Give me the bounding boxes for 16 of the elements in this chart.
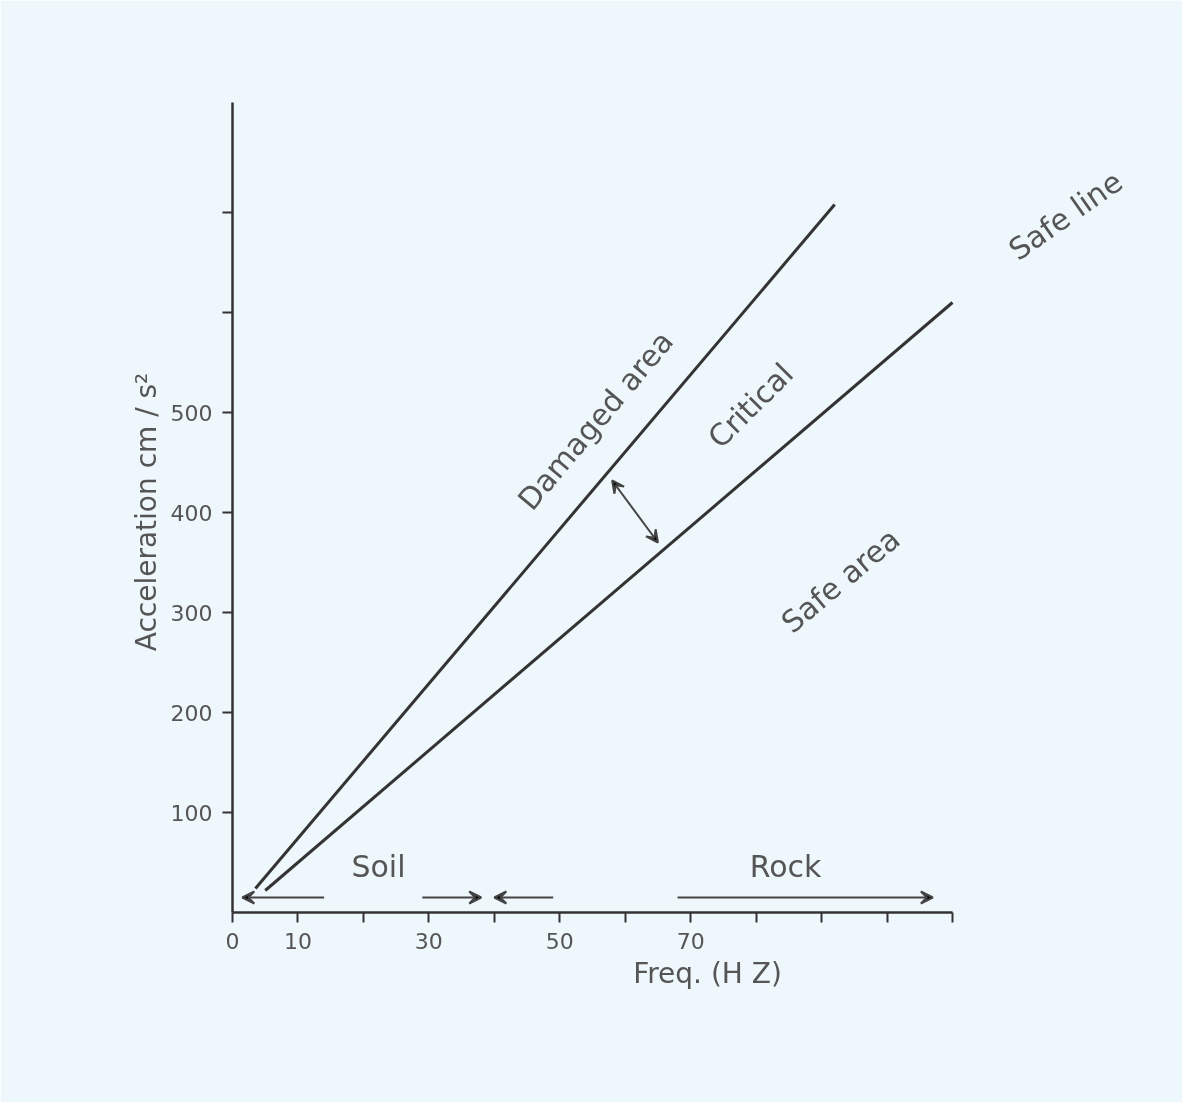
text: Safe line <box>1002 163 1129 268</box>
y-tick-label: 300 <box>170 600 213 626</box>
x-tick-label: 10 <box>283 928 312 954</box>
y-tick-label: 400 <box>170 500 213 526</box>
annotation: Safe area <box>774 521 907 640</box>
y-axis-title: Acceleration cm / s² <box>129 372 163 652</box>
y-tick-label: 100 <box>170 800 213 826</box>
y-tick-label: 500 <box>170 400 213 426</box>
annotation: Rock <box>749 849 822 884</box>
x-axis-title: Freq. (H Z) <box>633 956 782 990</box>
x-tick-label: 50 <box>545 928 574 954</box>
annotation: Soil <box>351 849 406 884</box>
x-tick-label: 70 <box>676 928 705 954</box>
x-tick-label: 0 <box>225 928 240 954</box>
x-tick-label: 30 <box>414 928 443 954</box>
y-tick-label: 200 <box>170 700 213 726</box>
